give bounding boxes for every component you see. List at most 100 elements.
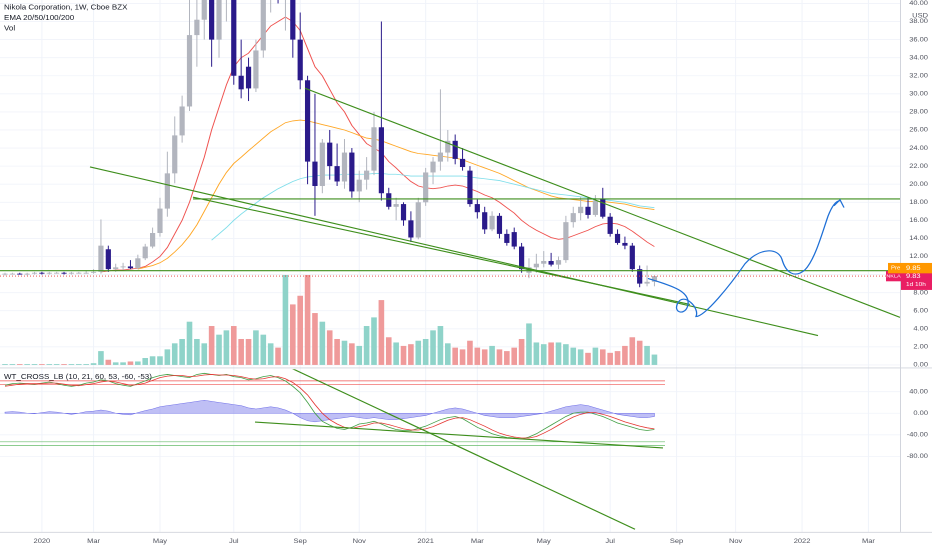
y-tick-label: 30.00 — [909, 91, 928, 97]
y-tick-label: 38.00 — [909, 19, 928, 25]
candle-body — [135, 258, 141, 269]
volume-bar — [467, 340, 473, 365]
candle-body — [356, 179, 362, 192]
volume-bar — [39, 364, 45, 365]
candle-body — [496, 215, 503, 234]
candle-body — [24, 273, 30, 275]
volume-bar — [253, 330, 259, 365]
drawings — [0, 87, 900, 337]
trendline — [254, 421, 664, 449]
volume-bar — [445, 343, 451, 365]
volume-bar — [518, 338, 525, 365]
candle-body — [622, 242, 628, 246]
candle-body — [592, 200, 598, 215]
candle-body — [482, 212, 488, 230]
volume-bar — [186, 321, 193, 365]
candle-body — [260, 0, 266, 51]
candle-body — [371, 127, 377, 171]
y-tick-label: 40.00 — [909, 1, 928, 7]
candle-body — [563, 222, 569, 261]
candle-body — [209, 0, 215, 40]
last-price-label: 9.83 — [906, 273, 921, 279]
candle-body — [194, 19, 200, 36]
oscillator-area — [4, 400, 655, 423]
candle-body — [400, 204, 407, 221]
volume-bar — [24, 364, 30, 365]
volume-bar — [415, 340, 422, 365]
candle-body — [127, 266, 134, 269]
volume-bar — [142, 358, 149, 365]
projection-sketch — [647, 200, 841, 318]
volume-bar — [83, 364, 89, 365]
candle-body — [17, 273, 23, 275]
candle-body — [474, 204, 480, 213]
candle-body — [164, 173, 170, 209]
candle-body — [378, 127, 384, 194]
candle-body — [651, 276, 658, 282]
y-tick-label: 0.00 — [913, 362, 928, 368]
candle-body — [349, 152, 355, 192]
oscillator-line — [4, 372, 655, 440]
y-tick-label: 32.00 — [909, 73, 928, 79]
volume-bar — [400, 345, 407, 365]
x-tick-label: 2021 — [417, 538, 434, 544]
oscillator-layer — [0, 372, 665, 446]
candle-body — [172, 135, 178, 174]
candle-body — [452, 140, 458, 159]
candle-body — [201, 0, 207, 20]
symbol-box — [886, 270, 901, 282]
volume-bar — [194, 338, 200, 365]
candle-body — [68, 272, 75, 274]
trendline — [292, 369, 636, 530]
candle-body — [231, 0, 237, 76]
candle-body — [585, 206, 591, 215]
x-tick-label: Mar — [862, 538, 876, 544]
candle-body — [157, 208, 163, 233]
volume-bar — [260, 334, 267, 365]
volume-bar — [179, 338, 185, 365]
x-tick-label: 2022 — [794, 538, 811, 544]
candle-body — [54, 272, 60, 274]
y-tick-label: 36.00 — [909, 37, 928, 43]
volume-bar — [378, 300, 385, 365]
candle-body — [76, 272, 82, 274]
volume-bar — [282, 275, 289, 365]
candle-body — [186, 35, 193, 107]
candle-body — [142, 246, 148, 259]
volume-bar — [422, 338, 429, 365]
grid — [0, 0, 900, 532]
volume-bar — [577, 349, 584, 365]
candle-body — [489, 215, 495, 230]
candle-body — [238, 75, 244, 90]
candle-body — [39, 272, 45, 274]
volume-bar — [68, 364, 75, 365]
volume-bar — [614, 351, 621, 365]
volume-bar — [112, 362, 119, 365]
candle-body — [467, 170, 473, 205]
candle-body — [548, 261, 554, 265]
candle-body — [319, 142, 325, 187]
y-tick-label: 34.00 — [909, 55, 928, 61]
premarket-price: 9.85 — [906, 265, 921, 271]
y-tick-label: 12.00 — [909, 254, 928, 260]
candle-body — [61, 272, 67, 274]
volume-bar — [540, 344, 547, 365]
volume-bar — [585, 352, 591, 365]
volume-bar — [563, 344, 569, 365]
candle-body — [90, 271, 97, 273]
candle-body — [216, 0, 222, 40]
candle-body — [607, 216, 613, 234]
volume-bar — [408, 344, 414, 365]
volume-bar — [53, 364, 60, 365]
x-tick-label: May — [537, 538, 552, 544]
candle-layer — [2, 0, 658, 288]
oscillator-line — [4, 374, 655, 439]
candle-body — [600, 198, 606, 217]
volume-bar — [164, 349, 171, 365]
candle-body — [327, 142, 333, 167]
volume-layer — [2, 275, 658, 365]
volume-bar — [16, 364, 23, 365]
x-tick-label: 2020 — [34, 538, 51, 544]
volume-bar — [304, 275, 311, 365]
